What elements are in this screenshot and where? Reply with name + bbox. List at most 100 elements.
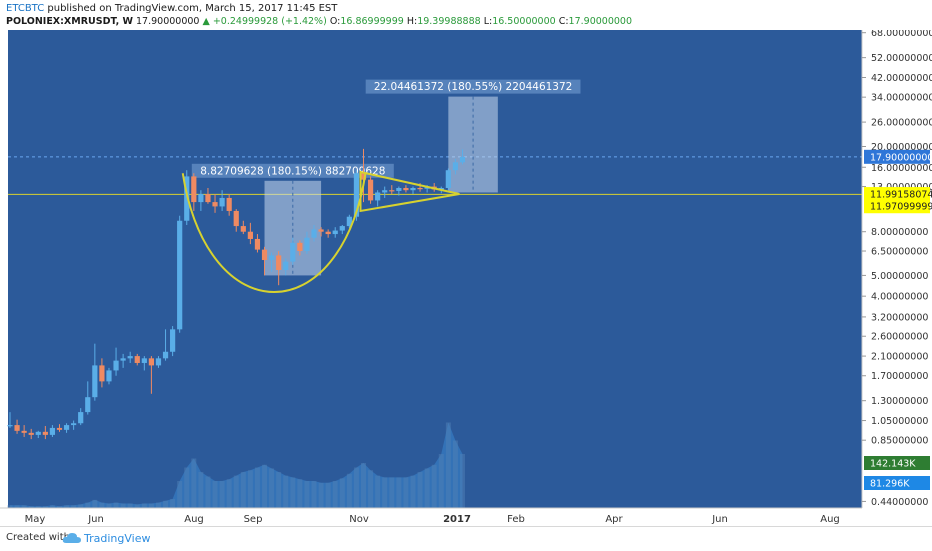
x-axis-panel	[0, 508, 862, 526]
candle-body	[21, 430, 27, 433]
x-tick-label: Aug	[184, 514, 204, 525]
candle-body	[325, 231, 331, 235]
candle-body	[85, 397, 91, 413]
candle-body	[459, 156, 466, 163]
candle-body	[35, 431, 41, 435]
chart-area[interactable]: 8.82709628 (180.15%) 882709628 22.0446137…	[0, 28, 932, 526]
volume-bar	[361, 463, 366, 508]
volume-bar	[247, 470, 253, 508]
open-value: 16.86999999	[340, 16, 404, 27]
low-value: 16.50000000	[492, 16, 556, 27]
publish-line: ETCBTC published on TradingView.com, Mar…	[6, 3, 337, 14]
chart-header: ETCBTC published on TradingView.com, Mar…	[0, 0, 932, 30]
y-tick-label: 68.00000000	[871, 30, 932, 39]
y-tick-label: 6.50000000	[871, 247, 928, 258]
volume-bar	[85, 502, 91, 508]
price-badge	[864, 199, 930, 214]
symbol-label[interactable]: POLONIEX:XMRUSDT, W	[6, 16, 133, 27]
volume-bar	[262, 464, 268, 508]
candle-body	[205, 194, 211, 203]
y-tick-label: 1.70000000	[871, 371, 928, 382]
measure-label-bg	[365, 79, 581, 94]
y-tick-label: 0.85000000	[871, 436, 928, 447]
candle-body	[353, 173, 360, 217]
price-badge-label: 17.90000000	[870, 152, 932, 163]
volume-bar	[452, 440, 458, 508]
tradingview-brand[interactable]: TradingView	[84, 532, 151, 545]
volume-bar	[92, 499, 98, 508]
volume-bar	[170, 499, 176, 508]
candle-body	[268, 255, 275, 261]
tradingview-cloud-icon[interactable]	[62, 531, 82, 545]
volume-bar	[459, 454, 465, 508]
close-value: 17.90000000	[568, 16, 633, 27]
candle-body	[7, 425, 13, 427]
y-tick-label: 42.00000000	[871, 73, 932, 84]
last-price: 17.90000000	[136, 16, 200, 27]
price-badge	[864, 149, 930, 164]
y-tick-label: 3.20000000	[871, 312, 928, 323]
x-tick-label: Aug	[820, 514, 840, 525]
candle-body	[346, 216, 352, 227]
volume-bar	[191, 458, 197, 508]
x-tick-label: Jun	[711, 514, 728, 525]
candle-body	[410, 188, 416, 191]
volume-bar	[269, 468, 275, 508]
x-tick-label: May	[25, 514, 46, 525]
volume-bar	[148, 503, 154, 508]
volume-bar	[389, 477, 395, 508]
close-label: C:	[558, 16, 569, 27]
candlestick-chart[interactable]: 8.82709628 (180.15%) 882709628 22.0446137…	[0, 28, 932, 526]
candle-body	[191, 176, 197, 203]
price-badge-label: 142.143K	[870, 459, 916, 470]
candle-body	[283, 261, 289, 270]
price-badge-label: 11.97099999	[870, 202, 932, 213]
candle-body	[162, 351, 169, 359]
candle-body	[226, 197, 232, 211]
y-tick-label: 4.00000000	[871, 292, 928, 303]
volume-bar	[42, 506, 48, 508]
x-tick-label: Nov	[349, 514, 369, 525]
volume-bar	[163, 500, 169, 508]
y-tick-label: 2.10000000	[871, 352, 928, 363]
candle-body	[367, 179, 374, 201]
candle-body	[28, 432, 34, 435]
volume-bar	[134, 504, 140, 508]
candle-body	[452, 162, 459, 171]
plot-background	[8, 30, 862, 508]
volume-bar	[127, 503, 133, 508]
candle-body	[417, 188, 423, 190]
x-tick-label: Apr	[605, 514, 623, 525]
high-value: 19.39988888	[417, 16, 481, 27]
volume-bar	[382, 477, 388, 508]
footer: Created with TradingView	[0, 526, 932, 551]
volume-bar	[120, 503, 126, 508]
volume-bar	[78, 504, 84, 508]
y-tick-label: 52.00000000	[871, 53, 932, 64]
candle-body	[106, 370, 112, 382]
price-badge	[864, 187, 930, 202]
volume-bar	[113, 502, 119, 508]
volume-bar	[28, 506, 34, 508]
y-tick-label: 0.44000000	[871, 497, 928, 508]
volume-bar	[424, 468, 430, 508]
volume-bar	[7, 505, 13, 508]
candle-body	[360, 173, 367, 180]
open-label: O:	[329, 16, 341, 27]
volume-bar	[297, 479, 303, 508]
volume-bar	[226, 479, 232, 508]
candle-body	[14, 425, 20, 431]
volume-bar	[445, 422, 451, 508]
candle-body	[254, 238, 261, 250]
x-tick-label: Jun	[87, 514, 104, 525]
volume-bar	[318, 482, 324, 508]
candle-body	[134, 356, 140, 363]
volume-bar	[403, 477, 409, 508]
author-link[interactable]: ETCBTC	[6, 3, 45, 14]
high-label: H:	[406, 16, 418, 27]
volume-bar	[35, 506, 41, 508]
volume-bar	[205, 476, 211, 508]
candle-body	[311, 229, 317, 238]
measure-label: 22.04461372 (180.55%) 2204461372	[374, 81, 573, 93]
x-tick-label: Feb	[507, 514, 525, 525]
